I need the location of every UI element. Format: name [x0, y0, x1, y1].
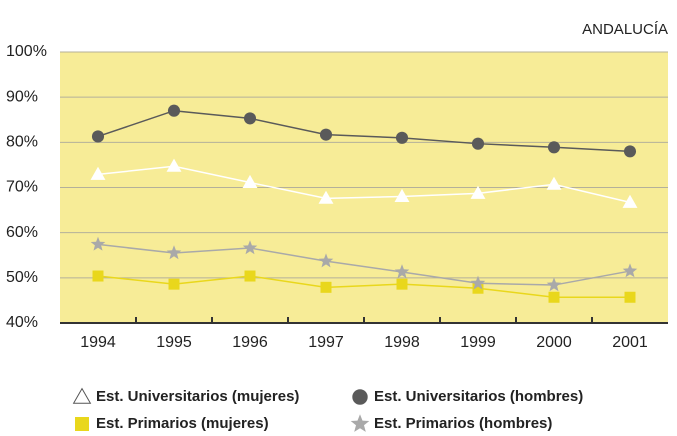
- series-line: [97, 275, 630, 299]
- series-line: [97, 109, 631, 153]
- point: [91, 130, 105, 143]
- legend-label: Est. Primarios (hombres): [374, 415, 552, 432]
- point: [546, 176, 562, 190]
- x-tick-label: 1997: [308, 334, 344, 351]
- point: [395, 131, 409, 144]
- point: [470, 185, 486, 199]
- point: [90, 166, 106, 180]
- y-tick-label: 100%: [6, 43, 47, 60]
- legend-marker: [350, 414, 370, 432]
- legend-marker: [75, 417, 89, 431]
- point: [320, 281, 332, 293]
- point: [92, 270, 104, 282]
- y-tick-label: 50%: [6, 269, 38, 286]
- point: [167, 104, 181, 117]
- point: [547, 141, 561, 154]
- legend-marker: [72, 387, 92, 404]
- point: [622, 263, 638, 278]
- x-tick-label: 1999: [460, 334, 496, 351]
- legend-marker: [352, 389, 368, 405]
- point: [548, 291, 560, 303]
- y-tick-label: 70%: [6, 179, 38, 196]
- x-tick-label: 1995: [156, 334, 192, 351]
- point: [471, 137, 485, 150]
- point: [396, 278, 408, 290]
- y-tick-label: 40%: [6, 314, 38, 331]
- legend-label: Est. Universitarios (hombres): [374, 388, 583, 405]
- y-tick-label: 90%: [6, 88, 38, 105]
- chart-title: ANDALUCÍA: [582, 21, 668, 38]
- point: [168, 278, 180, 290]
- y-tick-label: 80%: [6, 134, 38, 151]
- point: [242, 174, 258, 188]
- legend-label: Est. Universitarios (mujeres): [96, 388, 299, 405]
- x-tick-label: 1996: [232, 334, 268, 351]
- point: [319, 128, 333, 141]
- x-tick-label: 1994: [80, 334, 116, 351]
- point: [472, 282, 484, 294]
- x-tick-label: 2000: [536, 334, 572, 351]
- point: [470, 275, 486, 290]
- x-tick-label: 2001: [612, 334, 648, 351]
- point: [244, 270, 256, 282]
- point: [546, 277, 562, 292]
- series-line: [97, 243, 631, 286]
- point: [318, 253, 334, 268]
- series-line: [97, 165, 631, 204]
- x-tick-label: 1998: [384, 334, 420, 351]
- point: [242, 240, 258, 255]
- point: [623, 145, 637, 158]
- point: [243, 112, 257, 125]
- point: [624, 291, 636, 303]
- point: [166, 158, 182, 172]
- point: [622, 194, 638, 208]
- y-tick-label: 60%: [6, 224, 38, 241]
- point: [166, 245, 182, 260]
- point: [394, 264, 410, 279]
- point: [394, 188, 410, 202]
- legend-label: Est. Primarios (mujeres): [96, 415, 269, 432]
- point: [318, 190, 334, 204]
- point: [90, 236, 106, 251]
